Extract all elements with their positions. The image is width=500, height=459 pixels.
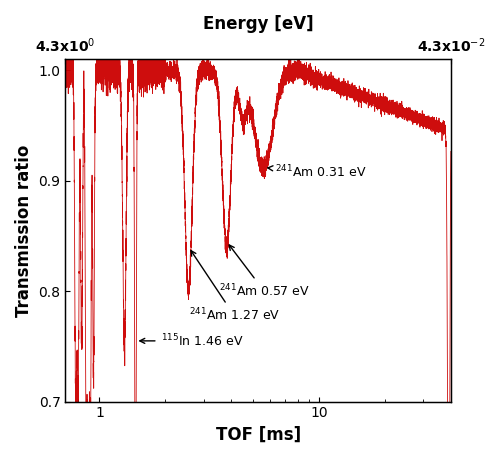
X-axis label: Energy [eV]: Energy [eV] — [203, 15, 314, 33]
X-axis label: TOF [ms]: TOF [ms] — [216, 426, 300, 444]
Text: $^{241}$Am 0.31 eV: $^{241}$Am 0.31 eV — [268, 164, 366, 180]
Text: $^{115}$In 1.46 eV: $^{115}$In 1.46 eV — [140, 333, 244, 349]
Text: $^{241}$Am 0.57 eV: $^{241}$Am 0.57 eV — [218, 245, 310, 300]
Y-axis label: Transmission ratio: Transmission ratio — [15, 144, 33, 317]
Text: $^{241}$Am 1.27 eV: $^{241}$Am 1.27 eV — [188, 251, 280, 324]
